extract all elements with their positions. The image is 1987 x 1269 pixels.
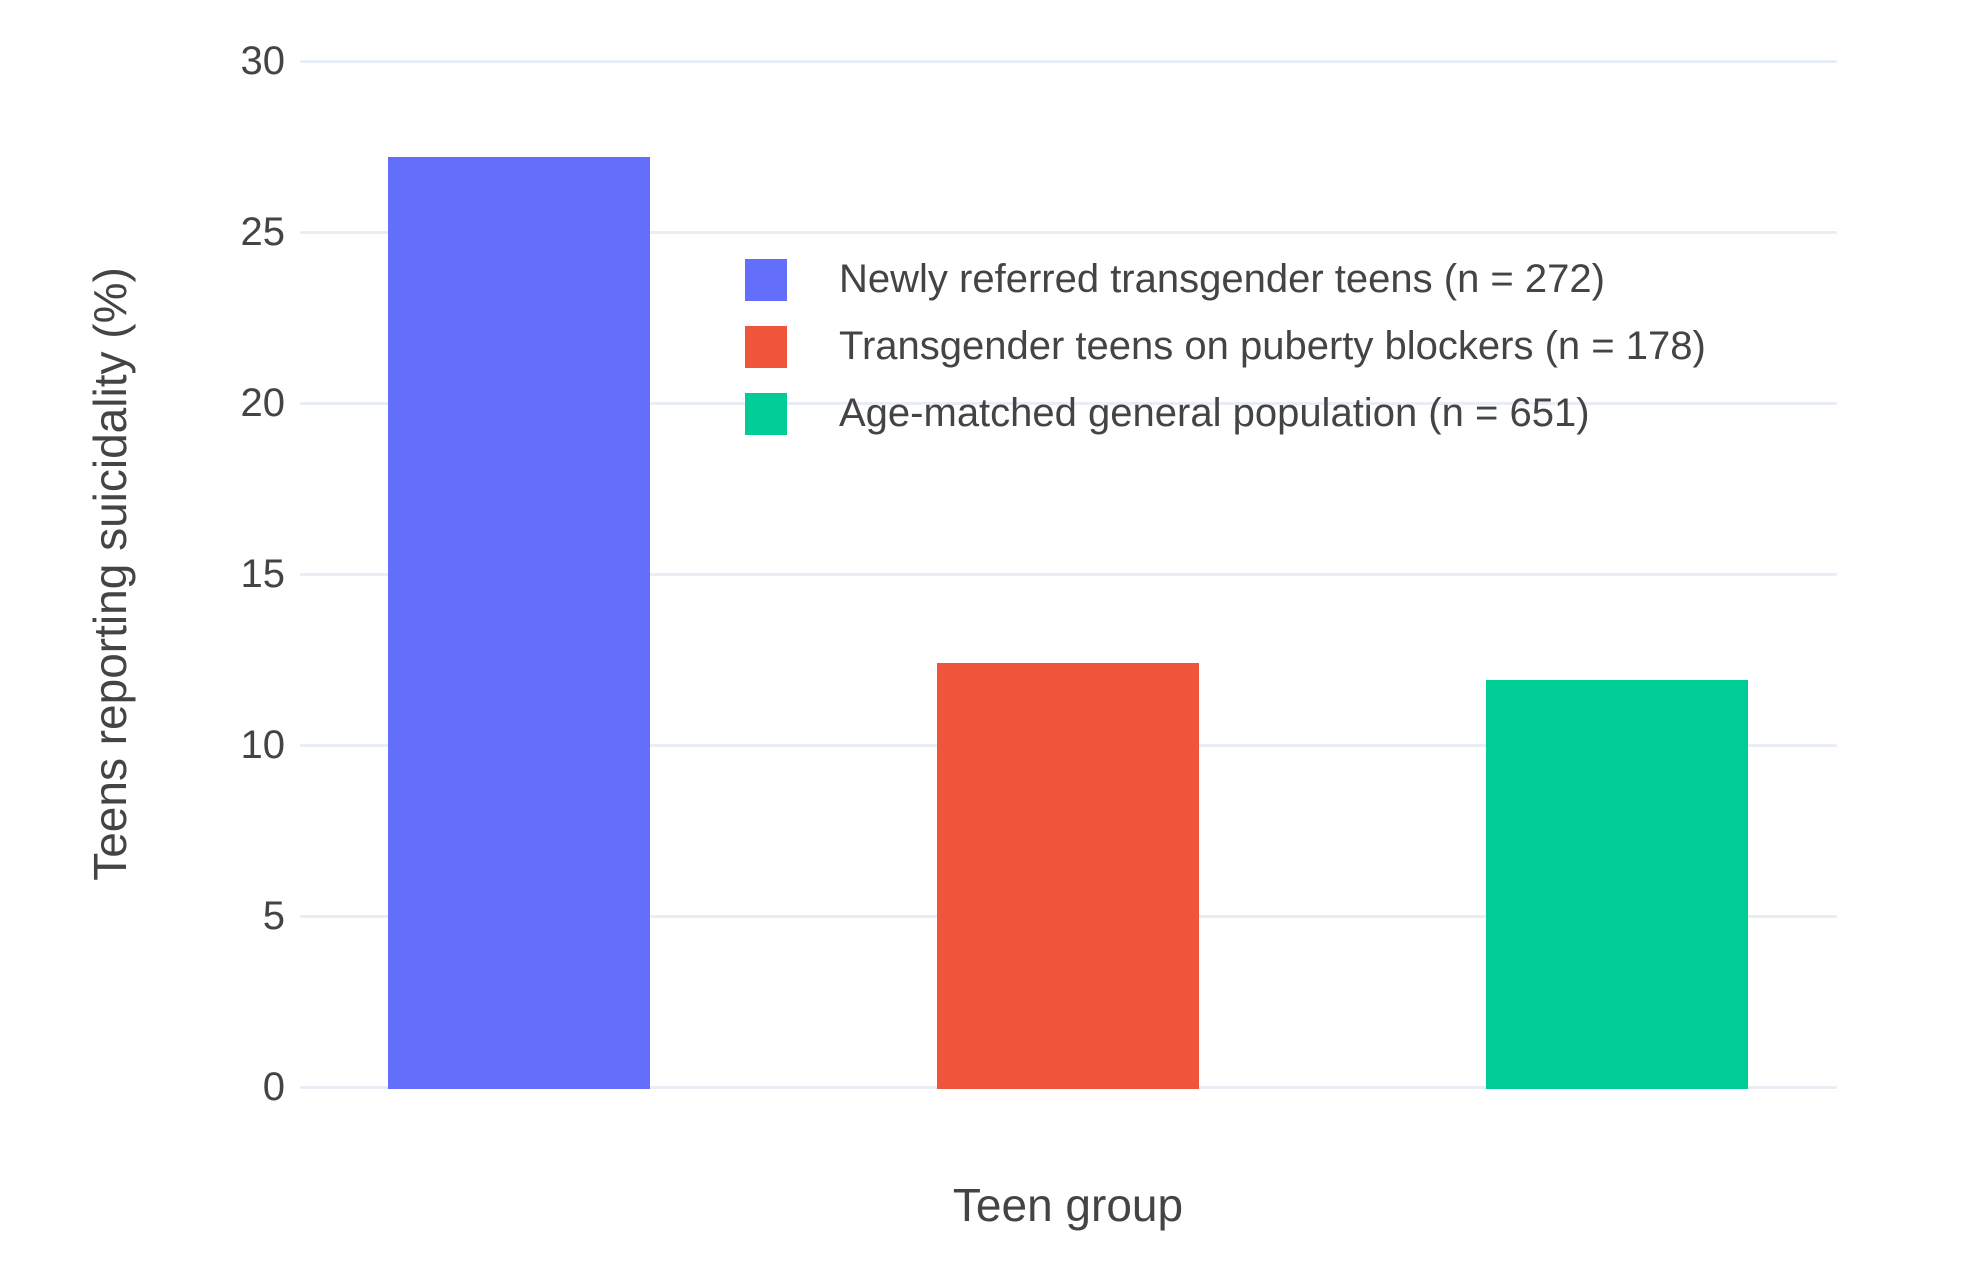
y-gridline [300, 402, 1837, 405]
legend-item-label: Transgender teens on puberty blockers (n… [839, 324, 1706, 368]
legend-item-label: Age-matched general population (n = 651) [839, 391, 1590, 435]
y-tick-label: 10 [240, 723, 286, 767]
legend-item-3[interactable]: Age-matched general population (n = 651) [745, 380, 1706, 447]
y-tick-label: 30 [240, 39, 286, 83]
legend-item-label: Newly referred transgender teens (n = 27… [839, 257, 1605, 301]
y-tick-label: 25 [240, 210, 286, 254]
y-gridline [300, 231, 1837, 234]
x-axis-title: Teen group [952, 1179, 1184, 1231]
y-axis-title: Teens reporting suicidality (%) [84, 267, 136, 881]
bar-1[interactable] [387, 156, 650, 1089]
y-tick-label: 0 [262, 1065, 285, 1109]
bar-2[interactable] [937, 662, 1199, 1089]
y-tick-label: 15 [240, 552, 286, 596]
legend-item-2[interactable]: Transgender teens on puberty blockers (n… [745, 313, 1706, 380]
legend-swatch-icon [745, 258, 787, 301]
y-tick-label: 5 [262, 894, 285, 938]
legend-swatch-icon [745, 325, 787, 368]
legend: Newly referred transgender teens (n = 27… [745, 246, 1706, 447]
y-gridline [300, 60, 1837, 63]
legend-swatch-icon [745, 392, 787, 435]
y-tick-label: 20 [240, 381, 286, 425]
legend-item-1[interactable]: Newly referred transgender teens (n = 27… [745, 246, 1706, 313]
bar-3[interactable] [1486, 680, 1749, 1089]
y-gridline [300, 573, 1837, 576]
